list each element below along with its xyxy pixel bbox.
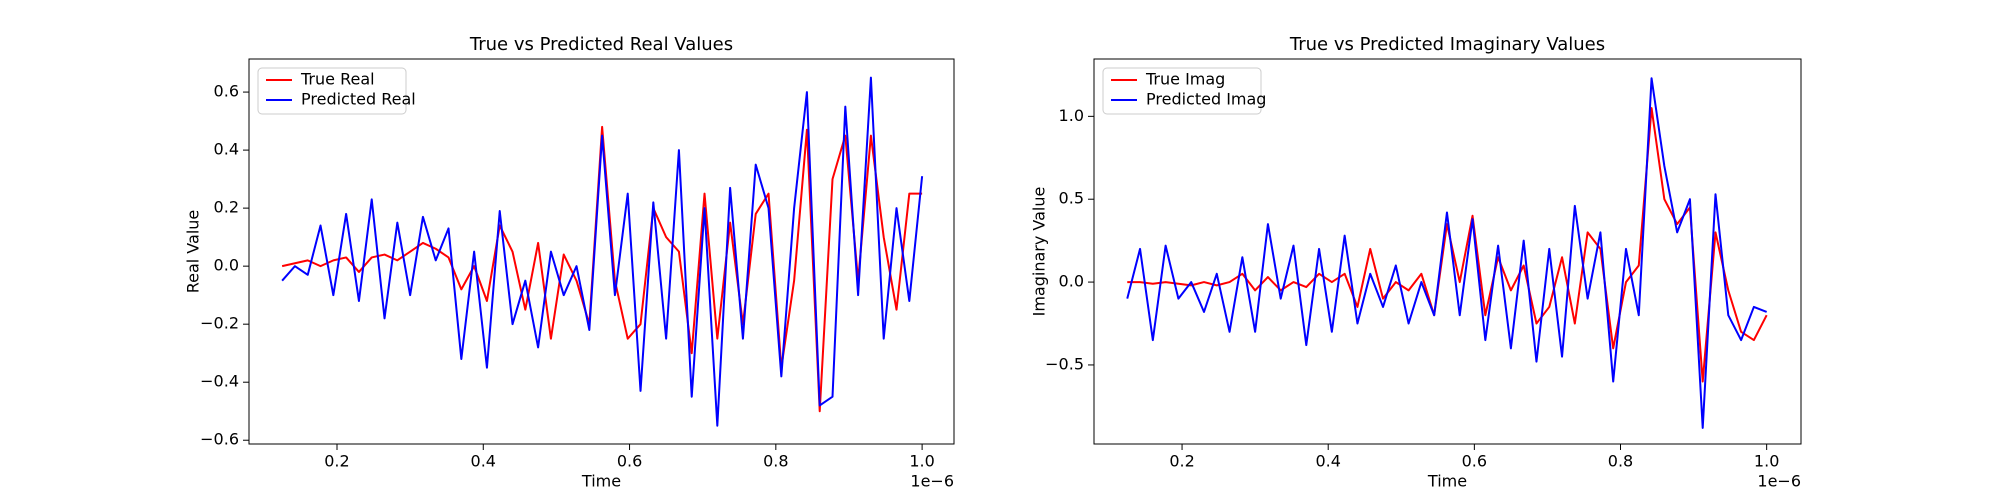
y-tick-label: 0.6: [214, 82, 239, 101]
x-tick-label: 0.6: [1462, 452, 1487, 471]
y-tick-label: −0.5: [1045, 354, 1084, 373]
legend-label: True Imag: [1145, 70, 1225, 89]
y-tick-label: 0.0: [1059, 272, 1084, 291]
axes-frame: [1093, 58, 1802, 445]
y-tick-label: −0.6: [200, 430, 239, 449]
x-offset-text: 1e−6: [1757, 472, 1801, 491]
x-tick-label: 0.4: [471, 452, 496, 471]
axes-frame: [248, 58, 955, 445]
chart: True vs Predicted Imaginary Values Time Im…: [1030, 34, 1802, 491]
x-tick-label: 0.8: [763, 452, 788, 471]
legend-label: True Real: [300, 70, 375, 89]
x-tick-label: 0.2: [1169, 452, 1194, 471]
y-tick-label: 1.0: [1059, 106, 1084, 125]
legend-box: [1102, 67, 1262, 115]
y-tick-label: 0.4: [214, 140, 239, 159]
y-tick-label: −0.2: [200, 314, 239, 333]
y-tick-label: 0.5: [1059, 189, 1084, 208]
series-line: [281, 76, 924, 427]
y-tick-label: 0.2: [214, 198, 239, 217]
chart: True vs Predicted Real Values Time Real Va…: [184, 34, 955, 491]
x-tick-label: 0.2: [324, 452, 349, 471]
x-tick-label: 1.0: [1754, 452, 1779, 471]
y-axis-label: Real Value: [184, 210, 203, 294]
x-tick-label: 0.6: [617, 452, 642, 471]
y-tick-label: 0.0: [214, 256, 239, 275]
x-axis-label: Time: [581, 472, 621, 491]
series-line: [281, 125, 923, 413]
x-tick-label: 1.0: [909, 452, 934, 471]
legend-box: [257, 67, 407, 115]
series-line: [1126, 77, 1768, 429]
x-tick-label: 0.4: [1315, 452, 1340, 471]
chart-title: True vs Predicted Imaginary Values: [1289, 34, 1605, 55]
series-line: [1127, 107, 1768, 383]
y-tick-label: −0.4: [200, 372, 239, 391]
x-tick-label: 0.8: [1608, 452, 1633, 471]
plot-area: [1126, 77, 1768, 429]
plot-area: [281, 76, 924, 427]
x-axis-label: Time: [1427, 472, 1467, 491]
legend-label: Predicted Imag: [1146, 90, 1266, 109]
x-offset-text: 1e−6: [910, 472, 954, 491]
legend-label: Predicted Real: [301, 90, 416, 109]
y-axis-label: Imaginary Value: [1030, 187, 1049, 317]
chart-title: True vs Predicted Real Values: [469, 34, 733, 55]
